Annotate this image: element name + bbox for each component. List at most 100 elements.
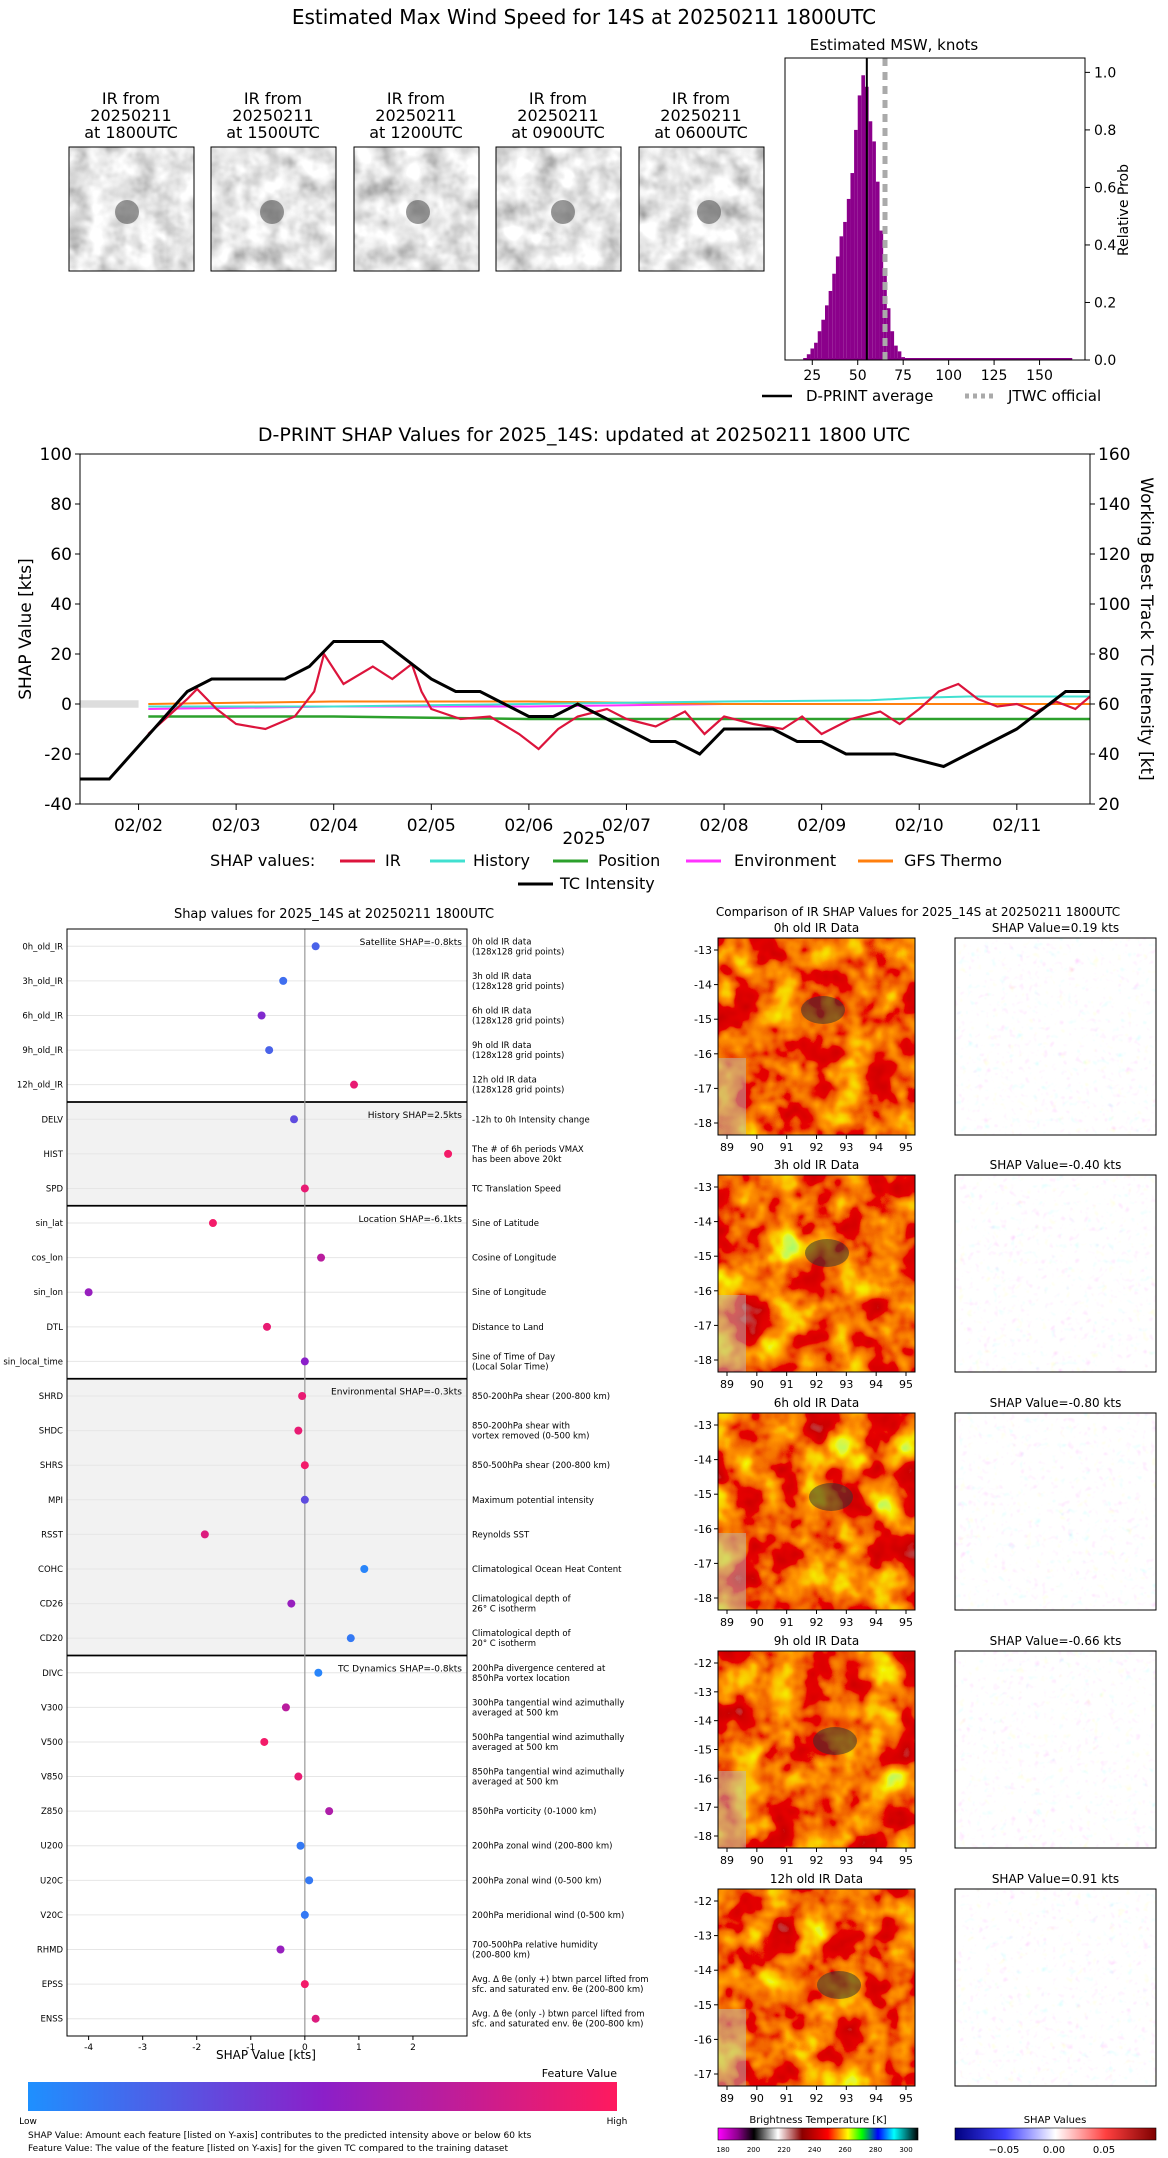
feature-name: EPSS xyxy=(42,1980,63,1990)
ir-ytick-label: -17 xyxy=(694,1801,712,1814)
ir-ytick-label: -13 xyxy=(694,944,712,957)
feature-description: 3h old IR data xyxy=(472,972,531,982)
ir-xtick-label: 93 xyxy=(839,2092,853,2105)
ir-ytick-label: -15 xyxy=(694,1488,712,1501)
ir-xtick-label: 89 xyxy=(720,1141,734,1154)
feature-xtick-label: 1 xyxy=(356,2043,362,2053)
feature-description: (128x128 grid points) xyxy=(472,947,564,957)
ir-field-image xyxy=(718,1651,915,1848)
ir-ytick-label: -14 xyxy=(694,1715,712,1728)
timeseries-ytick-label: -40 xyxy=(44,795,72,815)
ir-ytick-label: -17 xyxy=(694,1082,712,1095)
feature-shap-dot xyxy=(296,1841,305,1850)
feature-description: Climatological depth of xyxy=(472,1595,572,1605)
msw-histogram: Estimated MSW, knots Relative Prob 25 50 7… xyxy=(784,36,1132,384)
histogram-ytick-label: 0.8 xyxy=(1094,123,1116,139)
shap-panel-title: SHAP Value=-0.80 kts xyxy=(990,1396,1122,1410)
feature-shap-dot xyxy=(325,1807,334,1816)
feature-shap-dot xyxy=(265,1046,274,1055)
ir-field-image xyxy=(718,938,915,1135)
histogram-bar xyxy=(850,173,855,360)
ir-field-image xyxy=(718,1175,915,1372)
feature-shap-dot xyxy=(257,1011,266,1020)
histogram-ytick-label: 0.6 xyxy=(1094,180,1116,196)
feature-name: V500 xyxy=(41,1738,63,1748)
ir-ytick-label: -15 xyxy=(694,1250,712,1263)
feature-name: HIST xyxy=(44,1150,64,1160)
feature-shap-dot xyxy=(300,1184,309,1193)
histogram-bar xyxy=(839,236,844,360)
shap-panel-title: SHAP Value=-0.40 kts xyxy=(990,1158,1122,1172)
histogram-ytick-label: 0.2 xyxy=(1094,295,1116,311)
feature-description: 300hPa tangential wind azimuthally xyxy=(472,1698,624,1708)
bt-colorbar: Brightness Temperature [K] 180 200 220 240 2… xyxy=(716,2115,919,2154)
feature-description: 20° C isotherm xyxy=(472,1639,536,1649)
feature-shap-dot xyxy=(305,1876,314,1885)
shap-panel-title: SHAP Value=0.91 kts xyxy=(992,1872,1119,1886)
histogram-bar xyxy=(835,256,840,360)
feature-description: 9h old IR data xyxy=(472,1041,531,1051)
histogram-bar xyxy=(875,181,880,360)
ir-ytick-label: -16 xyxy=(694,1285,712,1298)
feature-plot-frame xyxy=(66,928,468,2037)
ir-xtick-label: 91 xyxy=(780,1141,794,1154)
feature-name: 3h_old_IR xyxy=(22,977,63,987)
legend-dprint-label: D-PRINT average xyxy=(806,387,933,405)
ir-thumbnail-eye xyxy=(260,200,284,224)
ir-land-patch xyxy=(718,1058,746,1135)
ir-xtick-label: 95 xyxy=(899,1854,913,1867)
ir-cold-core xyxy=(805,1239,849,1267)
timeseries-y2tick-label: 140 xyxy=(1098,495,1130,515)
ir-xtick-label: 92 xyxy=(810,1378,824,1391)
feature-name: RSST xyxy=(41,1530,64,1540)
ir-ytick-label: -18 xyxy=(694,1117,712,1130)
feature-description: 850-500hPa shear (200-800 km) xyxy=(472,1461,610,1471)
shap-colorbar-tick: −0.05 xyxy=(989,2145,1020,2156)
feature-description: 700-500hPa relative humidity xyxy=(472,1941,598,1951)
timeseries-ytick-label: 0 xyxy=(61,695,72,715)
footnote-feature-value: Feature Value: The value of the feature … xyxy=(28,2144,508,2154)
feature-shap-dot xyxy=(290,1115,299,1124)
ir-xtick-label: 93 xyxy=(839,1854,853,1867)
feature-description: 850hPa vortex location xyxy=(472,1674,570,1684)
bt-colorbar-tick: 300 xyxy=(899,2146,912,2154)
feature-description: averaged at 500 km xyxy=(472,1708,558,1718)
feature-shap-dot xyxy=(298,1392,307,1401)
ir-xtick-label: 95 xyxy=(899,1141,913,1154)
ir-ytick-label: -16 xyxy=(694,1048,712,1061)
tc-intensity-line xyxy=(80,640,1090,781)
feature-name: V300 xyxy=(41,1703,63,1713)
feature-description: averaged at 500 km xyxy=(472,1778,558,1788)
feature-description: Avg. Δ θe (only -) btwn parcel lifted fr… xyxy=(472,2010,645,2020)
shap-colorbar-ticks: −0.05 0.00 0.05 xyxy=(989,2145,1115,2156)
ir-field-image xyxy=(718,1413,915,1610)
timeseries-y2tick-label: 160 xyxy=(1098,445,1130,465)
timeseries-frame xyxy=(79,453,1091,805)
histogram-bar xyxy=(857,95,862,360)
comparison-title: Comparison of IR SHAP Values for 2025_14… xyxy=(716,905,1120,919)
ir-xtick-label: 94 xyxy=(869,1854,883,1867)
feature-shap-dot xyxy=(311,2014,320,2023)
ir-xtick-label: 89 xyxy=(720,2092,734,2105)
feature-name: U20C xyxy=(40,1876,63,1886)
feature-shap-dot xyxy=(208,1219,217,1228)
feature-shap-dot xyxy=(287,1599,296,1608)
feature-name: SPD xyxy=(46,1184,64,1194)
ir-xtick-label: 90 xyxy=(750,1616,764,1629)
ir-ytick-label: -12 xyxy=(694,1657,712,1670)
ir-ytick-label: -15 xyxy=(694,1744,712,1757)
histogram-bar xyxy=(843,221,847,360)
ir-thumbnail-frame xyxy=(353,146,480,272)
feature-name: sin_local_time xyxy=(3,1357,63,1367)
thumbnail-line3: at 1800UTC xyxy=(84,123,178,142)
thumbnail-line3: at 1500UTC xyxy=(226,123,320,142)
feature-name: MPI xyxy=(48,1496,63,1506)
feature-value-title: Feature Value xyxy=(542,2067,618,2080)
ir-panel-title: 0h old IR Data xyxy=(774,921,860,935)
histogram-xtick-label: 125 xyxy=(981,368,1008,384)
ir-xtick-label: 89 xyxy=(720,1616,734,1629)
legend-jtwc-label: JTWC official xyxy=(1007,387,1101,405)
feature-name: V850 xyxy=(41,1773,63,1783)
ir-xtick-label: 91 xyxy=(780,2092,794,2105)
feature-name: DTL xyxy=(47,1323,64,1333)
